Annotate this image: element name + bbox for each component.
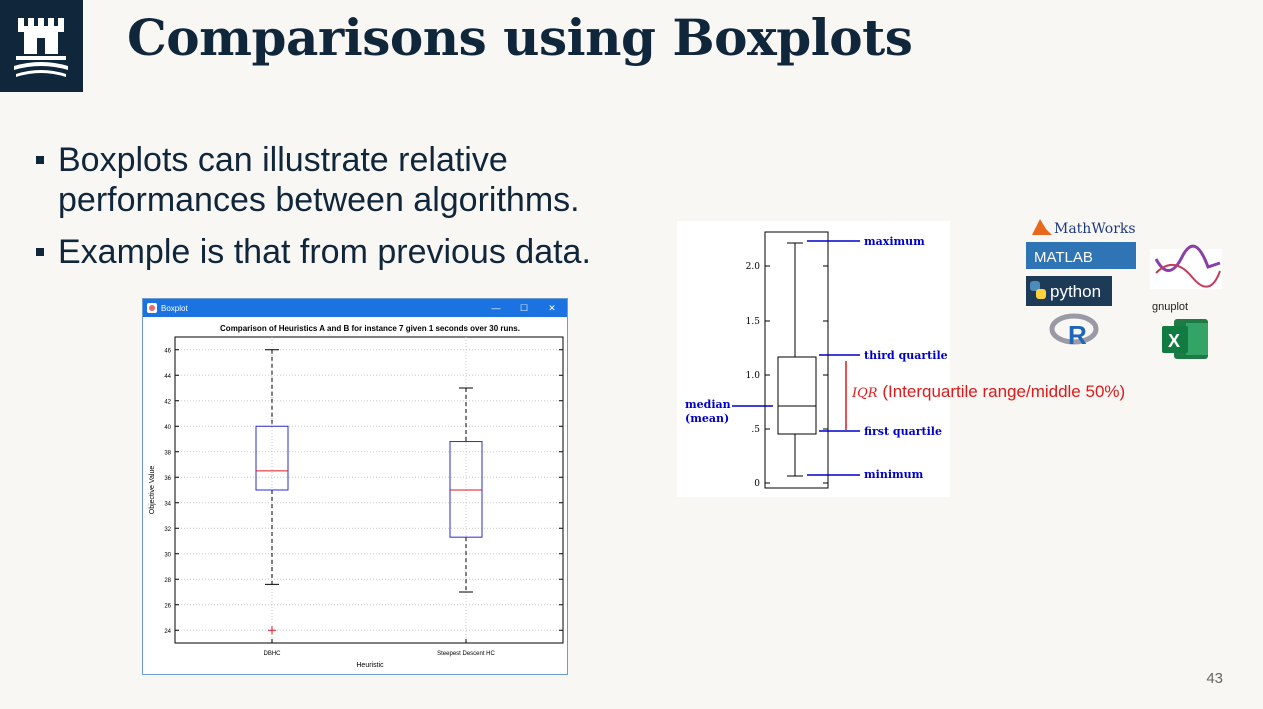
box-iqr [255, 425, 289, 491]
y-tick-label: 34 [164, 501, 171, 507]
y-tick-label: 42 [164, 399, 171, 405]
tick-label: 2.0 [746, 262, 761, 272]
diagram-pointers [732, 240, 860, 476]
window-title: Boxplot [161, 303, 188, 313]
close-button[interactable]: ✕ [548, 303, 556, 313]
y-axis-label: Objective Value [149, 466, 156, 515]
java-app-icon [147, 303, 157, 313]
tick-label: .5 [751, 425, 760, 435]
bullet-item: Boxplots can illustrate relative perform… [36, 140, 676, 220]
university-logo [0, 0, 83, 92]
y-tick-label: 40 [164, 425, 171, 431]
python-icon [1030, 281, 1046, 299]
y-tick-label: 24 [164, 629, 171, 635]
label-minimum: minimum [864, 468, 924, 481]
bullet-text: Example is that from previous data. [58, 233, 591, 271]
y-tick-label: 32 [164, 527, 171, 533]
y-axis: 24 26 28 30 32 34 36 38 40 42 44 46 [164, 348, 563, 635]
tick-label: 1.0 [746, 371, 761, 381]
gnuplot-icon [1154, 244, 1221, 272]
y-tick-label: 30 [164, 552, 171, 558]
excel-logo: X [1168, 331, 1180, 351]
matlab-logo: MATLAB [1034, 249, 1093, 266]
y-tick-label: 46 [164, 348, 171, 354]
diagram-ticks [765, 265, 828, 484]
r-logo-ring [1049, 313, 1099, 345]
y-tick-label: 38 [164, 450, 171, 456]
window-titlebar[interactable]: Boxplot — ☐ ✕ [143, 299, 567, 317]
square-bullet-icon [36, 248, 44, 256]
logo-collage: MathWorks MATLAB python R gnuplot X [1026, 219, 1222, 359]
x-tick-label: Steepest Descent HC [437, 651, 495, 657]
diagram-box [777, 242, 817, 477]
diagram-frame [764, 231, 829, 489]
tick-label: 1.5 [746, 317, 761, 327]
mathworks-logo: MathWorks [1054, 221, 1136, 237]
minimize-button[interactable]: — [491, 303, 501, 313]
label-third-quartile: third quartile [864, 349, 948, 362]
y-tick-label: 44 [164, 374, 171, 380]
boxplot-chart: Comparison of Heuristics A and B for ins… [149, 324, 564, 669]
tool-logos: MathWorks MATLAB python R gnuplot X [1024, 215, 1234, 365]
iqr-annotation: IQR (Interquartile range/middle 50%) [852, 382, 1125, 402]
label-first-quartile: first quartile [864, 425, 942, 438]
iqr-description: (Interquartile range/middle 50%) [882, 382, 1126, 401]
label-maximum: maximum [864, 235, 925, 248]
chart-boxes [255, 349, 483, 635]
r-logo: R [1068, 320, 1087, 350]
x-axis-label: Heuristic [356, 662, 384, 669]
label-median: median [685, 398, 731, 411]
mathworks-icon [1032, 219, 1052, 235]
x-tick-label: DBHC [263, 651, 281, 657]
plot-area [174, 336, 564, 644]
bullet-text: Boxplots can illustrate relative perform… [58, 141, 580, 219]
boxplot-window: Boxplot — ☐ ✕ Comparison of Heuristics A… [142, 298, 568, 675]
boxplot-anatomy-diagram: 0 .5 1.0 1.5 2.0 [677, 221, 950, 497]
maximize-button[interactable]: ☐ [519, 303, 529, 313]
bullet-list: Boxplots can illustrate relative perform… [36, 140, 676, 284]
gnuplot-logo: gnuplot [1152, 301, 1188, 313]
x-axis: DBHC Steepest Descent HC [263, 639, 496, 657]
castle-icon [14, 18, 68, 77]
y-tick-label: 26 [164, 603, 171, 609]
python-logo: python [1050, 282, 1101, 301]
chart-title: Comparison of Heuristics A and B for ins… [220, 324, 520, 333]
box-iqr [449, 441, 483, 538]
slide-title: Comparisons using Boxplots [127, 8, 913, 67]
tick-label: 0 [754, 479, 760, 489]
matlab-logo-bg [1026, 242, 1136, 269]
bullet-item: Example is that from previous data. [36, 232, 676, 272]
y-tick-label: 36 [164, 476, 171, 482]
iqr-symbol: IQR [852, 386, 878, 401]
anatomy-svg: 0 .5 1.0 1.5 2.0 [685, 231, 948, 489]
square-bullet-icon [36, 156, 44, 164]
label-mean: (mean) [685, 412, 729, 425]
page-number: 43 [1206, 670, 1223, 687]
y-tick-label: 28 [164, 578, 171, 584]
